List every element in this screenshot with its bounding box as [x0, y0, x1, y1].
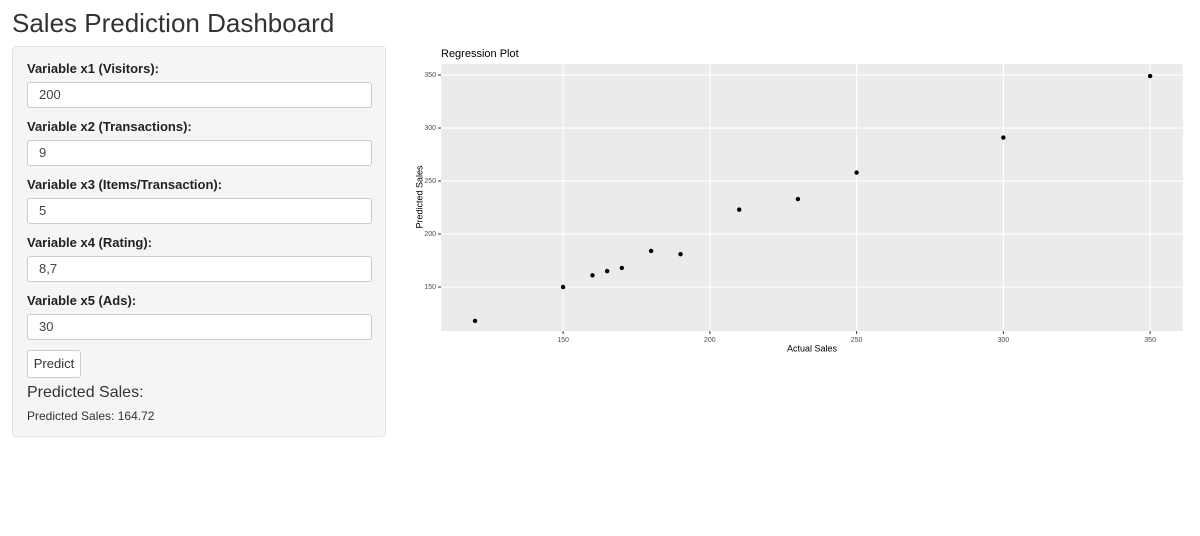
point [737, 207, 742, 212]
numeric-input[interactable]: 5 [27, 198, 372, 224]
numeric-input[interactable]: 9 [27, 140, 372, 166]
point [1001, 135, 1006, 140]
x-tick-label: 150 [557, 337, 569, 344]
output-heading: Predicted Sales: [27, 384, 144, 401]
numeric-input[interactable]: 8,7 [27, 256, 372, 282]
input-label: Variable x5 (Ads): [27, 293, 137, 308]
x-tick-label: 300 [998, 337, 1010, 344]
y-tick-label: 350 [424, 72, 436, 79]
point [590, 273, 595, 278]
numeric-input[interactable]: 30 [27, 314, 372, 340]
input-label: Variable x1 (Visitors): [27, 61, 159, 76]
output-text: Predicted Sales: 164.72 [27, 409, 155, 423]
point [472, 318, 478, 324]
chart-title: Regression Plot [441, 48, 519, 60]
numeric-input[interactable]: 200 [27, 82, 372, 108]
input-label: Variable x2 (Transactions): [27, 119, 192, 134]
chart: Regression Plot Actual Sales Predicted S… [414, 48, 1183, 353]
point [560, 284, 566, 290]
input-label: Variable x4 (Rating): [27, 235, 152, 250]
point [854, 170, 859, 175]
sidebar-panel: Predict Predicted Sales: Predicted Sales… [12, 46, 386, 437]
point [648, 248, 654, 254]
point [619, 265, 625, 271]
x-tick-label: 250 [851, 337, 863, 344]
page-title: Sales Prediction Dashboard [12, 8, 335, 38]
y-tick-label: 150 [424, 284, 436, 291]
x-tick-label: 350 [1144, 337, 1156, 344]
y-tick-label: 250 [424, 178, 436, 185]
plot-panel [441, 64, 1183, 331]
point [678, 251, 683, 257]
point [1147, 73, 1153, 79]
y-axis-title: Predicted Sales [414, 165, 424, 229]
point [795, 196, 801, 202]
y-tick-label: 200 [424, 231, 436, 238]
point [604, 268, 610, 274]
input-label: Variable x3 (Items/Transaction): [27, 177, 223, 192]
y-tick-label: 300 [424, 125, 436, 132]
x-axis-title: Actual Sales [787, 343, 838, 353]
predict-button[interactable]: Predict [27, 350, 81, 378]
x-tick-label: 200 [704, 337, 716, 344]
